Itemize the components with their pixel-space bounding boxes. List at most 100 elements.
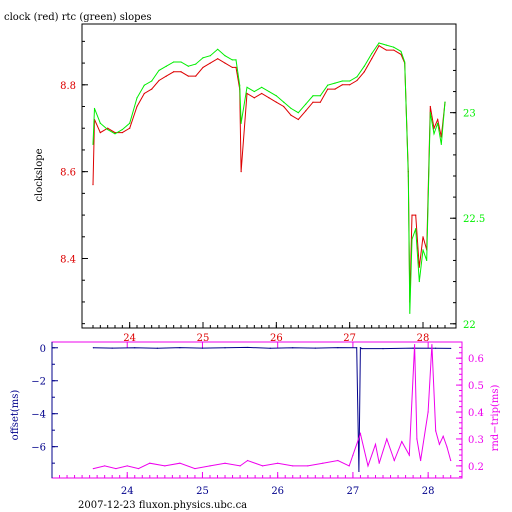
data-point-rtc (371, 52, 373, 55)
top-series-group (92, 42, 446, 314)
bottom-left-ylabel: offset(ms) (10, 390, 21, 441)
data-point-rtc (422, 249, 424, 251)
data-point-rtc (418, 280, 420, 283)
data-point-rtc (426, 259, 428, 262)
data-point-rndtrip (292, 465, 294, 467)
series-line-rndtrip (93, 344, 452, 470)
data-point-rtc (151, 80, 153, 82)
data-point-rndtrip (450, 459, 452, 462)
data-point-rtc (114, 133, 116, 135)
data-point-clock (297, 118, 299, 121)
bottom-right-y-tick-label: 0.5 (468, 381, 484, 392)
data-point-clock (158, 79, 160, 82)
data-point-clock (305, 110, 307, 112)
data-point-rtc (275, 95, 277, 97)
data-point-rtc (107, 128, 109, 131)
data-point-rtc (143, 84, 145, 86)
top-left-ylabel: clockslope (34, 148, 45, 201)
data-point-rndtrip (224, 462, 226, 464)
data-point-rtc (404, 61, 406, 63)
data-point-rndtrip (179, 462, 181, 464)
data-point-clock (341, 84, 343, 86)
chart-title: clock (red) rtc (green) slopes (4, 12, 152, 23)
data-point-rndtrip (246, 459, 249, 462)
data-point-rndtrip (435, 430, 437, 432)
data-point-rtc (312, 95, 314, 97)
data-point-rndtrip (194, 467, 196, 470)
top-x-tick-label: 28 (417, 333, 430, 344)
top-x-tick-label: 25 (197, 333, 210, 344)
data-point-rndtrip (149, 462, 151, 464)
data-point-rtc (440, 143, 442, 145)
data-point-clock (246, 92, 248, 95)
data-point-rtc (319, 95, 321, 97)
top-axis-ticks: 24 25 26 27 28 8.4 8.6 8.8 22 22.5 23 (60, 40, 485, 344)
data-point-offset (361, 347, 363, 350)
top-x-tick-label: 27 (343, 333, 356, 344)
data-point-clock (283, 105, 285, 108)
top-right-y-tick-label: 22.5 (463, 214, 485, 225)
data-point-rndtrip (359, 432, 362, 435)
data-point-rtc (407, 175, 409, 177)
series-line-rtc (92, 42, 446, 314)
data-point-rtc (173, 61, 175, 63)
bottom-left-y-tick-label: −2 (31, 377, 46, 388)
data-point-rtc (235, 59, 237, 61)
data-point-rndtrip (322, 462, 324, 464)
data-point-clock (319, 101, 321, 103)
data-point-offset (201, 347, 204, 349)
data-point-clock (261, 92, 263, 95)
data-point-rtc (240, 122, 242, 124)
data-point-clock (253, 97, 255, 99)
top-plot-frame (81, 23, 457, 329)
data-point-offset (359, 347, 362, 349)
data-point-clock (385, 49, 387, 51)
bottom-x-tick-label: 28 (422, 486, 435, 497)
data-point-rndtrip (209, 465, 211, 467)
data-point-rtc (341, 80, 343, 82)
data-point-clock (180, 71, 182, 73)
bottom-left-y-tick-label: 0 (40, 344, 46, 355)
data-point-offset (292, 347, 294, 349)
data-point-clock (400, 53, 402, 56)
bottom-left-y-tick-label: −4 (31, 410, 46, 421)
data-point-rndtrip (414, 344, 416, 346)
data-point-rndtrip (262, 465, 264, 467)
data-point-rtc (327, 84, 329, 86)
data-point-rtc (195, 63, 197, 65)
data-point-offset (337, 347, 339, 349)
data-point-rtc (444, 101, 446, 103)
data-point-clock (92, 184, 94, 186)
data-point-rndtrip (427, 411, 429, 413)
data-point-rndtrip (446, 446, 448, 448)
data-point-rtc (283, 101, 285, 103)
data-point-rndtrip (386, 438, 388, 440)
data-point-clock (151, 88, 153, 90)
data-point-rtc (209, 55, 211, 57)
top-right-y-tick-label: 22 (463, 320, 476, 331)
bottom-x-tick-label: 25 (196, 486, 209, 497)
data-point-rtc (187, 65, 189, 67)
data-point-rndtrip (408, 454, 410, 456)
data-point-rndtrip (352, 454, 354, 456)
series-line-offset (93, 346, 451, 472)
data-point-rtc (437, 122, 439, 124)
data-point-rtc (224, 55, 226, 57)
data-point-rndtrip (348, 465, 350, 467)
data-point-offset (246, 346, 249, 349)
top-slope-chart: 24 25 26 27 28 8.4 8.6 8.8 22 22.5 23 clockslope (34, 23, 485, 344)
data-point-clock (356, 79, 358, 82)
data-point-rtc (93, 107, 96, 110)
data-point-rtc (180, 61, 182, 63)
data-point-clock (429, 105, 431, 108)
data-point-rtc (158, 69, 160, 72)
data-point-offset (382, 347, 384, 350)
data-point-rtc (136, 97, 138, 99)
bottom-x-tick-label: 24 (121, 486, 134, 497)
data-point-clock (231, 66, 233, 69)
data-point-rtc (429, 112, 431, 114)
data-point-clock (275, 101, 277, 103)
top-left-y-tick-label: 8.8 (60, 81, 76, 92)
data-point-clock (334, 88, 336, 90)
data-point-rtc (349, 80, 351, 82)
